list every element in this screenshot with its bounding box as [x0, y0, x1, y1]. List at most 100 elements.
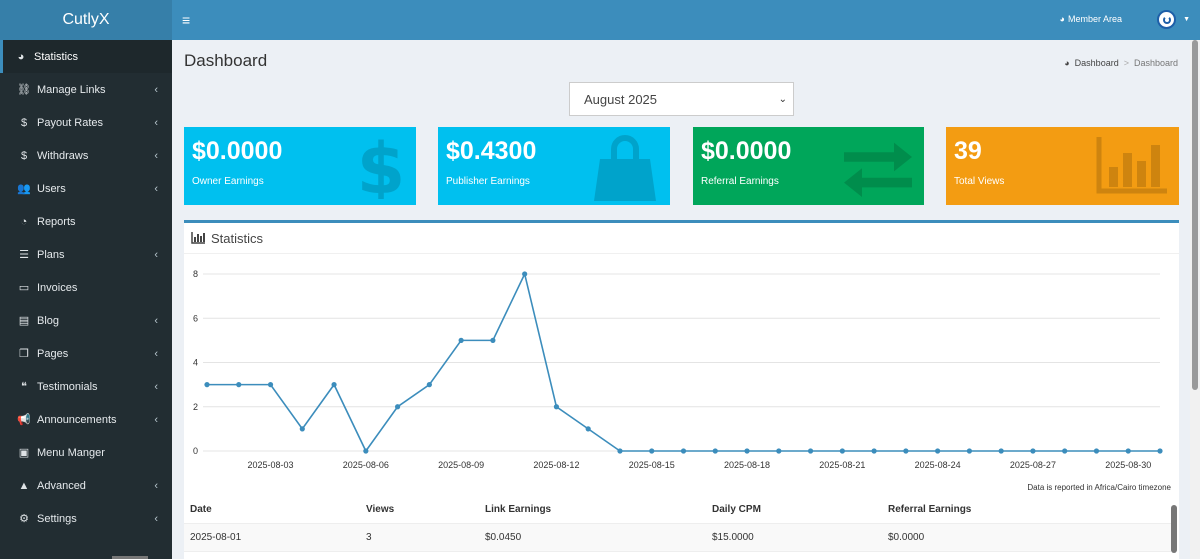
chevron-left-icon: ‹	[154, 413, 158, 426]
data-point[interactable]	[395, 404, 401, 410]
data-point[interactable]	[458, 337, 464, 343]
data-point[interactable]	[299, 426, 305, 432]
statistics-title: Statistics	[211, 230, 264, 246]
data-point[interactable]	[267, 382, 274, 388]
data-point[interactable]	[236, 382, 242, 388]
data-point[interactable]	[903, 448, 909, 454]
sidebar-item-announcements[interactable]: 📢 Announcements ‹	[0, 403, 172, 436]
table-header-cell: Referral Earnings	[888, 504, 972, 515]
table-cell: $0.0000	[888, 532, 925, 543]
sidebar-item-label: Reports	[37, 215, 76, 228]
owner-earnings-value: $0.0000	[192, 137, 283, 165]
data-point[interactable]	[966, 448, 973, 454]
menu-toggle-icon[interactable]: ≡	[182, 12, 191, 28]
y-tick-label: 2	[193, 402, 198, 412]
data-point[interactable]	[553, 404, 560, 410]
data-point[interactable]	[935, 448, 941, 454]
page-scrollbar-thumb[interactable]	[1192, 40, 1198, 390]
table-header-cell: Link Earnings	[485, 504, 552, 515]
data-point[interactable]	[998, 448, 1004, 454]
data-point[interactable]	[680, 448, 687, 454]
chevron-down-icon: ⌄	[778, 94, 787, 105]
table-header-cell: Date	[190, 504, 212, 515]
sidebar-item-menu-manger[interactable]: ▣ Menu Manger	[0, 436, 172, 469]
data-point[interactable]	[807, 448, 814, 454]
x-tick-label: 2025-08-12	[533, 460, 579, 470]
chevron-left-icon: ‹	[154, 149, 158, 162]
page-title: Dashboard	[184, 51, 268, 70]
data-point[interactable]	[744, 448, 750, 454]
sidebar-item-invoices[interactable]: ▭ Invoices	[0, 271, 172, 304]
sidebar-item-plans[interactable]: ☰ Plans ‹	[0, 238, 172, 271]
sidebar-item-label: Advanced	[37, 479, 86, 492]
month-select[interactable]: August 2025 ⌄	[569, 82, 794, 116]
data-point[interactable]	[1157, 448, 1163, 454]
stats-table: Date Views Link Earnings Daily CPM Referral …	[184, 496, 1171, 552]
data-point[interactable]	[1062, 448, 1068, 454]
data-point[interactable]	[871, 448, 877, 454]
sidebar-item-label: Blog	[37, 314, 60, 327]
credit-card-icon: ▭	[18, 282, 30, 294]
data-point[interactable]	[363, 448, 369, 454]
sidebar-item-label: Settings	[37, 512, 77, 525]
svg-text:$: $	[357, 133, 406, 199]
sidebar-item-withdraws[interactable]: $ Withdraws ‹	[0, 139, 172, 172]
member-area-link[interactable]: ◕ Member Area	[1060, 14, 1122, 24]
table-cell: 2025-08-01	[190, 532, 242, 543]
dashboard-icon: ◕	[1064, 58, 1070, 68]
data-point[interactable]	[1093, 448, 1100, 454]
data-point[interactable]	[1030, 448, 1036, 454]
sidebar-item-payout-rates[interactable]: $ Payout Rates ‹	[0, 106, 172, 139]
breadcrumb: ◕ Dashboard > Dashboard	[1064, 58, 1178, 68]
sidebar-item-advanced[interactable]: ▲ Advanced ‹	[0, 469, 172, 502]
chevron-left-icon: ‹	[154, 314, 158, 327]
referral-earnings-label: Referral Earnings	[701, 176, 779, 187]
shopping-bag-icon	[594, 135, 656, 201]
sidebar-scrollbar[interactable]	[112, 556, 148, 559]
power-icon	[1162, 15, 1171, 24]
caret-down-icon[interactable]: ▼	[1183, 16, 1190, 23]
data-point[interactable]	[712, 448, 718, 454]
sidebar-item-statistics[interactable]: ◕ Statistics	[0, 40, 172, 73]
data-point[interactable]	[617, 448, 623, 454]
data-point[interactable]	[490, 337, 496, 343]
statistics-panel: Statistics 0 2 4 6 8 2025-08-03 2025-08-06 2025…	[184, 220, 1179, 559]
chevron-left-icon: ‹	[154, 347, 158, 360]
data-point[interactable]	[585, 426, 591, 432]
page-scrollbar-track[interactable]	[1190, 40, 1200, 559]
breadcrumb-separator: >	[1123, 58, 1129, 68]
data-point[interactable]	[331, 382, 337, 388]
caret-square-icon: ▣	[18, 447, 30, 459]
data-point[interactable]	[776, 448, 782, 454]
sidebar-item-manage-links[interactable]: ⛓ Manage Links ‹	[0, 73, 172, 106]
breadcrumb-home[interactable]: Dashboard	[1074, 58, 1119, 68]
data-point[interactable]	[204, 382, 210, 388]
app-logo[interactable]: CutlyX	[0, 0, 172, 40]
data-point[interactable]	[839, 448, 845, 454]
bar-chart-icon	[191, 232, 205, 244]
data-point[interactable]	[426, 382, 432, 388]
sidebar-item-pages[interactable]: ❐ Pages ‹	[0, 337, 172, 370]
chevron-left-icon: ‹	[154, 380, 158, 393]
bullhorn-icon: 📢	[17, 414, 31, 426]
data-point[interactable]	[522, 271, 528, 277]
link-icon: ⛓	[17, 84, 31, 96]
table-scrollbar[interactable]	[1171, 505, 1177, 553]
publisher-earnings-value: $0.4300	[446, 137, 537, 165]
data-point[interactable]	[649, 448, 655, 454]
data-point[interactable]	[1125, 448, 1131, 454]
sidebar-item-settings[interactable]: ⚙ Settings ‹	[0, 502, 172, 535]
table-cell: $15.0000	[712, 532, 754, 543]
sidebar-item-label: Testimonials	[37, 380, 98, 393]
dashboard-icon: ◕	[1059, 14, 1065, 24]
top-header: ≡ ◕ Member Area ▼	[172, 0, 1200, 40]
sidebar-item-blog[interactable]: ▤ Blog ‹	[0, 304, 172, 337]
x-tick-label: 2025-08-24	[915, 460, 961, 470]
quote-icon: ❝	[21, 381, 27, 393]
sidebar-item-testimonials[interactable]: ❝ Testimonials ‹	[0, 370, 172, 403]
member-area-label: Member Area	[1067, 14, 1122, 24]
sidebar-item-users[interactable]: 👥 Users ‹	[0, 172, 172, 205]
sidebar-item-reports[interactable]: ◔ Reports	[0, 205, 172, 238]
month-select-value: August 2025	[584, 91, 658, 107]
user-avatar[interactable]	[1157, 10, 1176, 29]
